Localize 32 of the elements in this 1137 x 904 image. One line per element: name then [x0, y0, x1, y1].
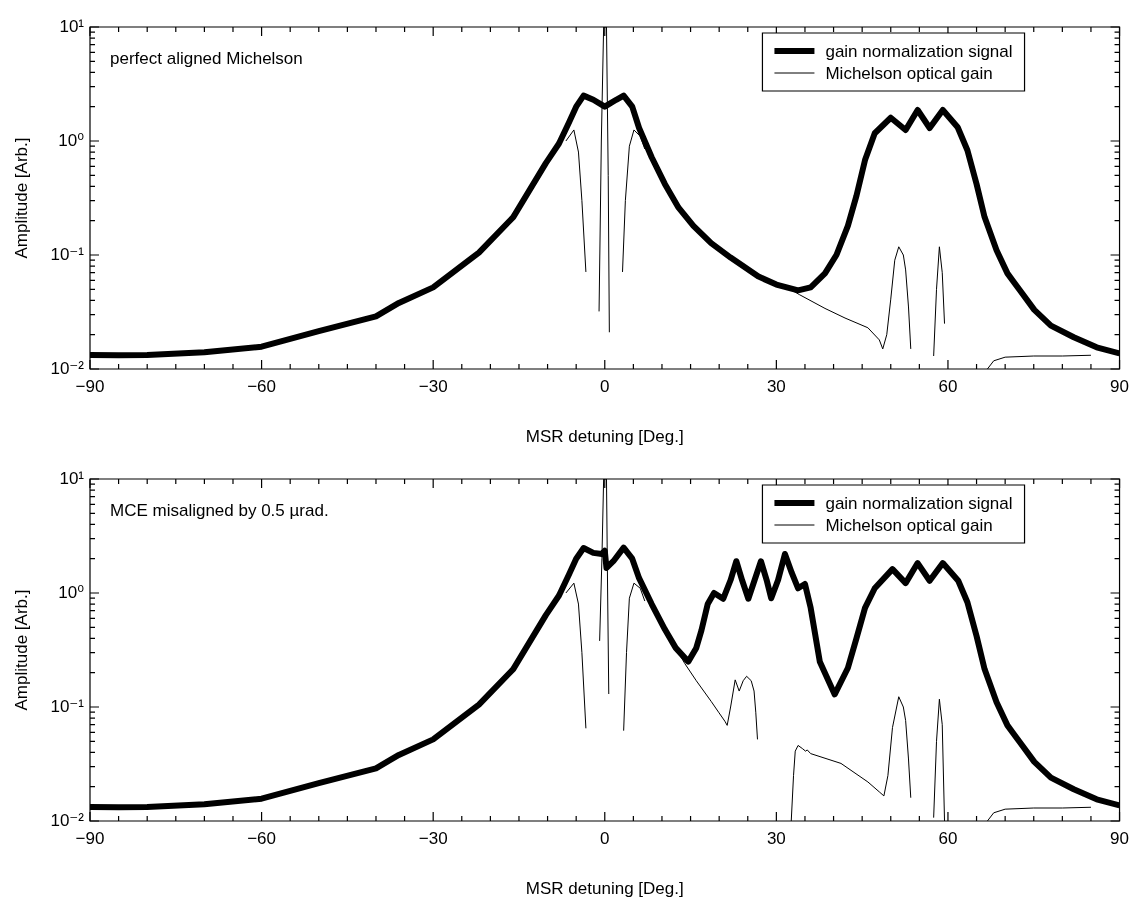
legend-label: gain normalization signal — [825, 494, 1013, 513]
x-tick-label: 90 — [1110, 376, 1130, 396]
y-tick-label: 10¹ — [59, 468, 85, 488]
y-tick-label: 10⁻¹ — [50, 244, 85, 264]
x-tick-label: −60 — [247, 828, 277, 848]
x-tick-label: 30 — [766, 828, 786, 848]
y-tick-label: 10⁻¹ — [50, 696, 85, 716]
x-tick-label: 60 — [938, 828, 958, 848]
y-tick-label: 10⁰ — [58, 130, 85, 150]
x-tick-label: 60 — [938, 376, 958, 396]
x-tick-label: −30 — [418, 376, 448, 396]
y-tick-label: 10⁰ — [58, 582, 85, 602]
y-tick-label: 10¹ — [59, 16, 85, 36]
annotation: MCE misaligned by 0.5 µrad. — [110, 501, 329, 520]
x-tick-label: 90 — [1110, 828, 1130, 848]
legend-label: Michelson optical gain — [825, 64, 993, 83]
y-tick-label: 10⁻² — [50, 810, 85, 830]
x-axis-title: MSR detuning [Deg.] — [525, 427, 684, 447]
legend-label: gain normalization signal — [825, 42, 1013, 61]
x-axis-title: MSR detuning [Deg.] — [525, 879, 684, 899]
x-tick-label: −30 — [418, 828, 448, 848]
x-tick-label: −60 — [247, 376, 277, 396]
x-tick-label: 30 — [766, 376, 786, 396]
y-axis-title: Amplitude [Arb.] — [11, 137, 31, 259]
annotation: perfect aligned Michelson — [110, 49, 303, 68]
y-tick-label: 10⁻² — [50, 358, 85, 378]
x-tick-label: −90 — [75, 828, 105, 848]
legend-label: Michelson optical gain — [825, 516, 993, 535]
x-tick-label: 0 — [600, 376, 610, 396]
x-tick-label: −90 — [75, 376, 105, 396]
y-axis-title: Amplitude [Arb.] — [11, 589, 31, 711]
x-tick-label: 0 — [600, 828, 610, 848]
